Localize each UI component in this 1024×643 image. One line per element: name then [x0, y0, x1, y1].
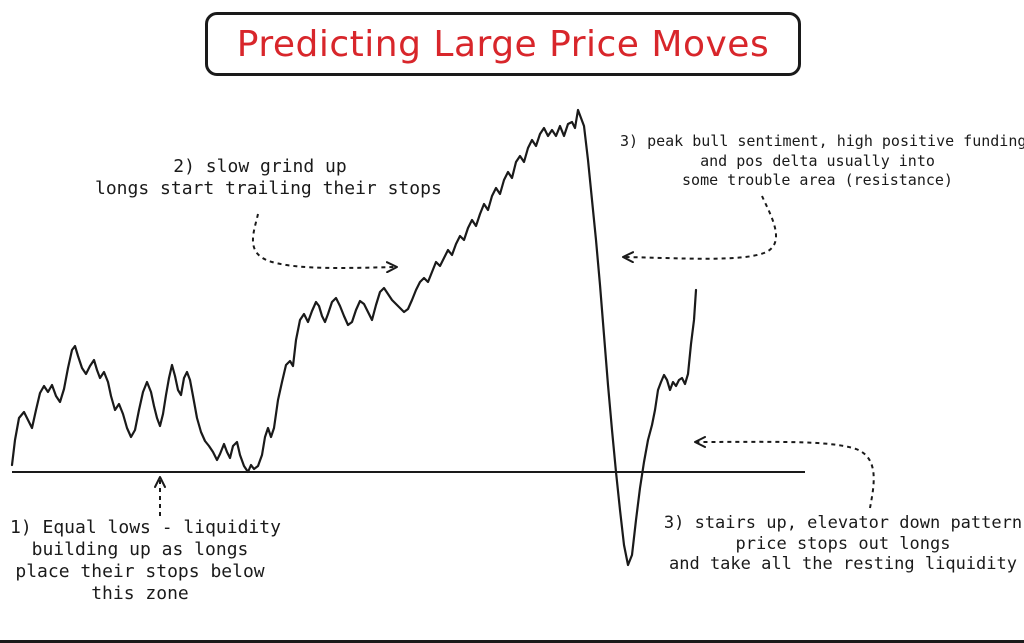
title-box: Predicting Large Price Moves — [205, 12, 801, 76]
note-line: this zone — [91, 582, 189, 604]
arrow-slow-grind — [251, 213, 398, 274]
note-line: some trouble area (resistance) — [682, 171, 953, 189]
bottom-border — [0, 640, 1024, 643]
note-line: building up as longs — [31, 538, 249, 560]
note-line: price stops out longs — [735, 533, 951, 554]
note-line: 1) Equal lows - liquidity — [10, 517, 281, 538]
diagram-title: Predicting Large Price Moves — [236, 23, 770, 65]
note-line: 3) peak bull sentiment, high positive fu… — [620, 132, 1024, 150]
note-slow-grind: 2) slow grind up longs start trailing th… — [95, 156, 442, 200]
note-line: and take all the resting liquidity — [669, 554, 1017, 575]
note-equal-lows: 1) Equal lows - liquidity building up as… — [10, 517, 281, 605]
note-line: place their stops below — [15, 560, 265, 582]
note-peak-sentiment: 3) peak bull sentiment, high positive fu… — [620, 132, 1024, 191]
note-stairs-elevator: 3) stairs up, elevator down pattern pric… — [662, 513, 1024, 575]
note-line: 3) stairs up, elevator down pattern — [663, 513, 1023, 533]
note-line: 2) slow grind up — [173, 156, 347, 177]
arrow-peak-sentiment — [622, 195, 777, 264]
arrow-stairs-elevator — [694, 435, 875, 509]
note-line: and pos delta usually into — [700, 151, 935, 170]
note-line: longs start trailing their stops — [95, 177, 442, 199]
price-line — [10, 108, 698, 567]
